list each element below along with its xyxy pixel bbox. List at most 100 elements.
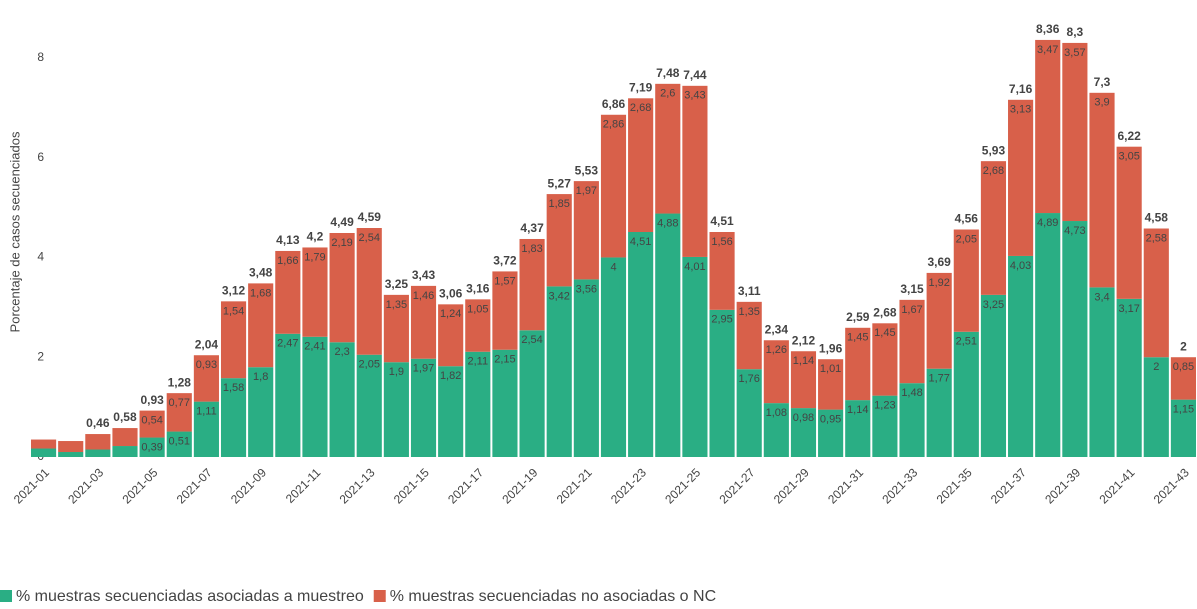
segment-label: 2,05 (359, 359, 380, 371)
segment-label: 1,54 (223, 305, 244, 317)
segment-label: 3,43 (684, 90, 705, 102)
bar-segment (709, 309, 735, 457)
bar-segment (980, 161, 1007, 295)
bar-segment (845, 400, 871, 457)
segment-label: 1,79 (304, 251, 325, 263)
total-label: 4,51 (710, 214, 734, 228)
bar-segment (492, 349, 518, 457)
bar-segment (220, 378, 247, 457)
x-tick-label: 2021-41 (1096, 465, 1137, 506)
segment-label: 2,95 (711, 314, 732, 326)
bar-segment (248, 367, 274, 457)
legend-label: % muestras secuenciadas no asociadas o N… (390, 588, 716, 605)
segment-label: 2,54 (521, 334, 542, 346)
bar-segment (302, 247, 328, 337)
bar-segment (275, 333, 301, 457)
y-tick-label: 8 (37, 50, 44, 64)
segment-label: 1,83 (521, 243, 542, 255)
total-label: 3,25 (385, 277, 409, 291)
x-tick-label: 2021-31 (825, 465, 866, 506)
segment-label: 1,48 (901, 387, 922, 399)
segment-label: 1,56 (711, 236, 732, 248)
x-tick-label: 2021-03 (65, 465, 106, 506)
segment-label: 2,05 (956, 233, 977, 245)
x-tick-label: 2021-33 (879, 465, 920, 506)
bar-segment (1116, 298, 1142, 457)
segment-label: 1,8 (253, 371, 268, 383)
x-tick-label: 2021-39 (1042, 465, 1083, 506)
segment-label: 1,92 (928, 277, 949, 289)
segment-label: 1,67 (901, 304, 922, 316)
bar-segment (1062, 42, 1088, 222)
segment-label: 1,01 (820, 363, 841, 375)
total-label: 7,44 (683, 68, 707, 82)
bar-segment (248, 283, 274, 368)
bar-segment (790, 351, 817, 409)
total-label: 4,49 (330, 215, 354, 229)
total-label: 2,04 (195, 337, 219, 351)
segment-label: 3,05 (1118, 151, 1139, 163)
x-tick-label: 2021-37 (988, 465, 1029, 506)
bar-segment (438, 304, 464, 367)
bar-segment (736, 301, 762, 370)
segment-label: 3,25 (983, 299, 1004, 311)
y-tick-label: 2 (37, 349, 44, 363)
bar-segment (953, 229, 979, 332)
bar-segment (329, 342, 355, 457)
bar-segment (356, 354, 382, 457)
total-label: 3,72 (493, 254, 517, 268)
bar-segment (58, 452, 84, 457)
segment-label: 1,46 (413, 290, 434, 302)
segment-label: 4,01 (684, 261, 705, 273)
segment-label: 1,15 (1173, 404, 1194, 416)
bar-segment (1008, 255, 1034, 457)
segment-label: 1,57 (494, 275, 515, 287)
bar-segment (546, 286, 572, 457)
x-tick-label: 2021-05 (119, 465, 160, 506)
x-tick-label: 2021-15 (391, 465, 432, 506)
total-label: 0,93 (140, 393, 164, 407)
total-label: 4,59 (358, 210, 382, 224)
bar-segment (166, 431, 192, 457)
segment-label: 2,15 (494, 354, 515, 366)
bar-segment (763, 340, 789, 404)
segment-label: 1,77 (928, 373, 949, 385)
segment-label: 2,68 (983, 165, 1004, 177)
bar-segment (31, 439, 57, 449)
bar-segment (980, 294, 1007, 457)
segment-label: 2,6 (660, 88, 675, 100)
x-tick-label: 2021-01 (11, 465, 52, 506)
bar-segment (220, 301, 247, 379)
total-label: 8,36 (1036, 22, 1060, 36)
x-tick-label: 2021-25 (662, 465, 703, 506)
bar-segment (492, 271, 518, 350)
total-label: 3,16 (466, 282, 490, 296)
total-label: 7,19 (629, 80, 653, 94)
bar-segment (1089, 92, 1115, 288)
segment-label: 1,26 (766, 344, 787, 356)
bar-segment (818, 359, 844, 410)
total-label: 6,86 (602, 97, 626, 111)
segment-label: 4,51 (630, 236, 651, 248)
segment-label: 4,88 (657, 217, 678, 229)
bar-segment (166, 393, 192, 432)
total-label: 6,22 (1117, 129, 1141, 143)
segment-label: 2,54 (359, 232, 380, 244)
segment-label: 1,24 (440, 308, 461, 320)
y-axis-label: Porcentaje de casos secuenciados (7, 131, 22, 332)
bar-segment (1008, 99, 1034, 256)
segment-label: 1,82 (440, 370, 461, 382)
bar-segment (763, 403, 789, 457)
bar-segment (1143, 357, 1169, 457)
segment-label: 3,9 (1094, 97, 1109, 109)
bar-segment (682, 85, 708, 257)
bar-segment (519, 330, 545, 457)
segment-label: 1,05 (467, 303, 488, 315)
total-label: 5,53 (575, 163, 599, 177)
x-tick-label: 2021-23 (608, 465, 649, 506)
total-label: 1,28 (168, 375, 192, 389)
bar-segment (682, 256, 708, 457)
total-label: 3,15 (900, 282, 924, 296)
total-label: 2,12 (792, 333, 816, 347)
segment-label: 2,47 (277, 338, 298, 350)
